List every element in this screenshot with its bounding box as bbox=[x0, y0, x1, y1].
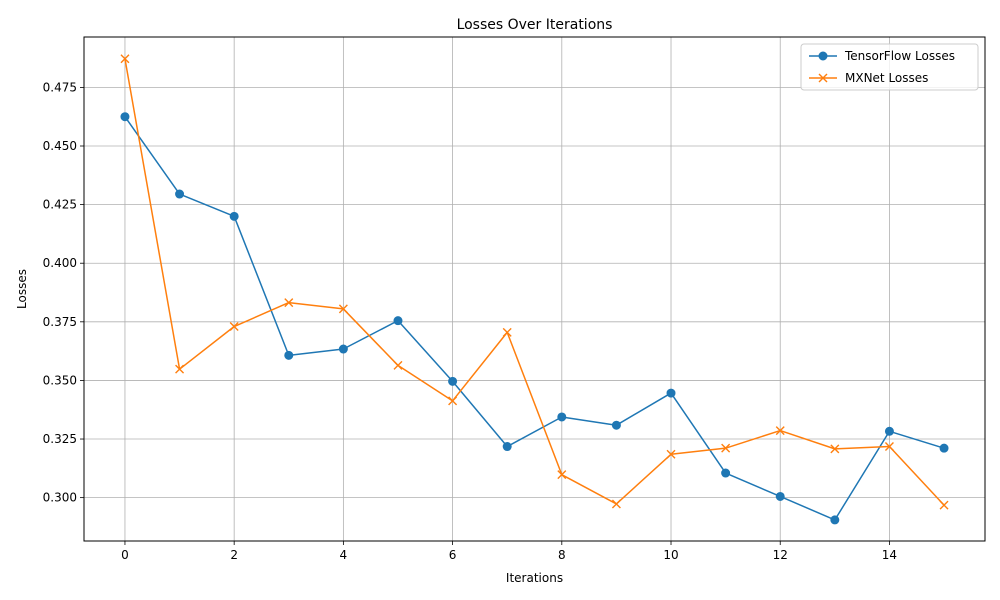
data-point-mxnet-losses bbox=[120, 54, 130, 64]
data-point-tensorflow-losses bbox=[666, 388, 676, 398]
data-point-mxnet-losses bbox=[557, 470, 567, 480]
data-point-mxnet-losses bbox=[775, 426, 785, 436]
legend: TensorFlow Losses MXNet Losses bbox=[800, 43, 979, 91]
x-tick-label: 14 bbox=[882, 548, 897, 562]
plot-frame bbox=[83, 36, 986, 542]
y-tick-label: 0.450 bbox=[43, 139, 77, 153]
data-point-tensorflow-losses bbox=[502, 442, 512, 452]
x-axis-label: Iterations bbox=[506, 571, 563, 585]
chart-title: Losses Over Iterations bbox=[457, 17, 613, 33]
data-point-tensorflow-losses bbox=[175, 189, 185, 199]
data-point-tensorflow-losses bbox=[338, 344, 348, 354]
data-point-mxnet-losses bbox=[448, 396, 458, 406]
y-tick-label: 0.325 bbox=[43, 432, 77, 446]
series-group bbox=[120, 54, 949, 525]
y-tick-label: 0.425 bbox=[43, 198, 77, 212]
data-point-mxnet-losses bbox=[666, 449, 676, 459]
data-point-tensorflow-losses bbox=[611, 420, 621, 430]
data-point-mxnet-losses bbox=[884, 442, 894, 452]
data-point-mxnet-losses bbox=[393, 360, 403, 370]
legend-marker bbox=[818, 51, 828, 61]
data-point-mxnet-losses bbox=[284, 298, 294, 308]
x-tick-label: 12 bbox=[773, 548, 788, 562]
data-point-mxnet-losses bbox=[229, 322, 239, 332]
data-point-tensorflow-losses bbox=[884, 426, 894, 436]
data-point-mxnet-losses bbox=[830, 444, 840, 454]
data-point-tensorflow-losses bbox=[775, 491, 785, 501]
y-tick-label: 0.400 bbox=[43, 256, 77, 270]
x-tick-label: 6 bbox=[449, 548, 457, 562]
x-tick-label: 8 bbox=[558, 548, 566, 562]
data-point-tensorflow-losses bbox=[721, 468, 731, 478]
y-tick-label: 0.475 bbox=[43, 80, 77, 94]
data-point-mxnet-losses bbox=[338, 304, 348, 314]
x-tick-label: 0 bbox=[121, 548, 129, 562]
series-line-tensorflow-losses bbox=[124, 116, 945, 521]
data-point-mxnet-losses bbox=[611, 499, 621, 509]
x-tick-label: 10 bbox=[663, 548, 678, 562]
x-tick-label: 2 bbox=[230, 548, 238, 562]
data-point-tensorflow-losses bbox=[939, 443, 949, 453]
legend-label: TensorFlow Losses bbox=[844, 49, 955, 63]
legend-entry-mxnet-losses: MXNet Losses bbox=[809, 71, 928, 85]
data-point-tensorflow-losses bbox=[229, 211, 239, 221]
data-point-tensorflow-losses bbox=[830, 515, 840, 525]
data-point-tensorflow-losses bbox=[557, 412, 567, 422]
series-tensorflow-losses bbox=[120, 112, 949, 525]
data-point-mxnet-losses bbox=[721, 443, 731, 453]
data-point-tensorflow-losses bbox=[284, 350, 294, 360]
data-point-mxnet-losses bbox=[502, 327, 512, 337]
data-point-tensorflow-losses bbox=[393, 316, 403, 326]
y-tick-label: 0.350 bbox=[43, 373, 77, 387]
legend-entry-tensorflow-losses: TensorFlow Losses bbox=[809, 49, 955, 63]
plot-area bbox=[84, 37, 985, 541]
data-point-tensorflow-losses bbox=[120, 112, 130, 122]
legend-box bbox=[800, 43, 979, 91]
y-tick-label: 0.375 bbox=[43, 315, 77, 329]
data-point-tensorflow-losses bbox=[448, 376, 458, 386]
series-mxnet-losses bbox=[120, 54, 949, 510]
y-tick-label: 0.300 bbox=[43, 491, 77, 505]
data-point-mxnet-losses bbox=[939, 500, 949, 510]
legend-marker bbox=[818, 73, 828, 83]
x-tick-label: 4 bbox=[340, 548, 348, 562]
data-point-mxnet-losses bbox=[175, 364, 185, 374]
series-line-mxnet-losses bbox=[124, 58, 945, 506]
legend-label: MXNet Losses bbox=[845, 71, 928, 85]
grid bbox=[84, 37, 985, 541]
y-axis-label: Losses bbox=[15, 269, 29, 309]
ticks: 0 2 4 6 8 10 12 14 0.300 0.325 0.350 0.375 0.400 0.42… bbox=[43, 80, 897, 562]
